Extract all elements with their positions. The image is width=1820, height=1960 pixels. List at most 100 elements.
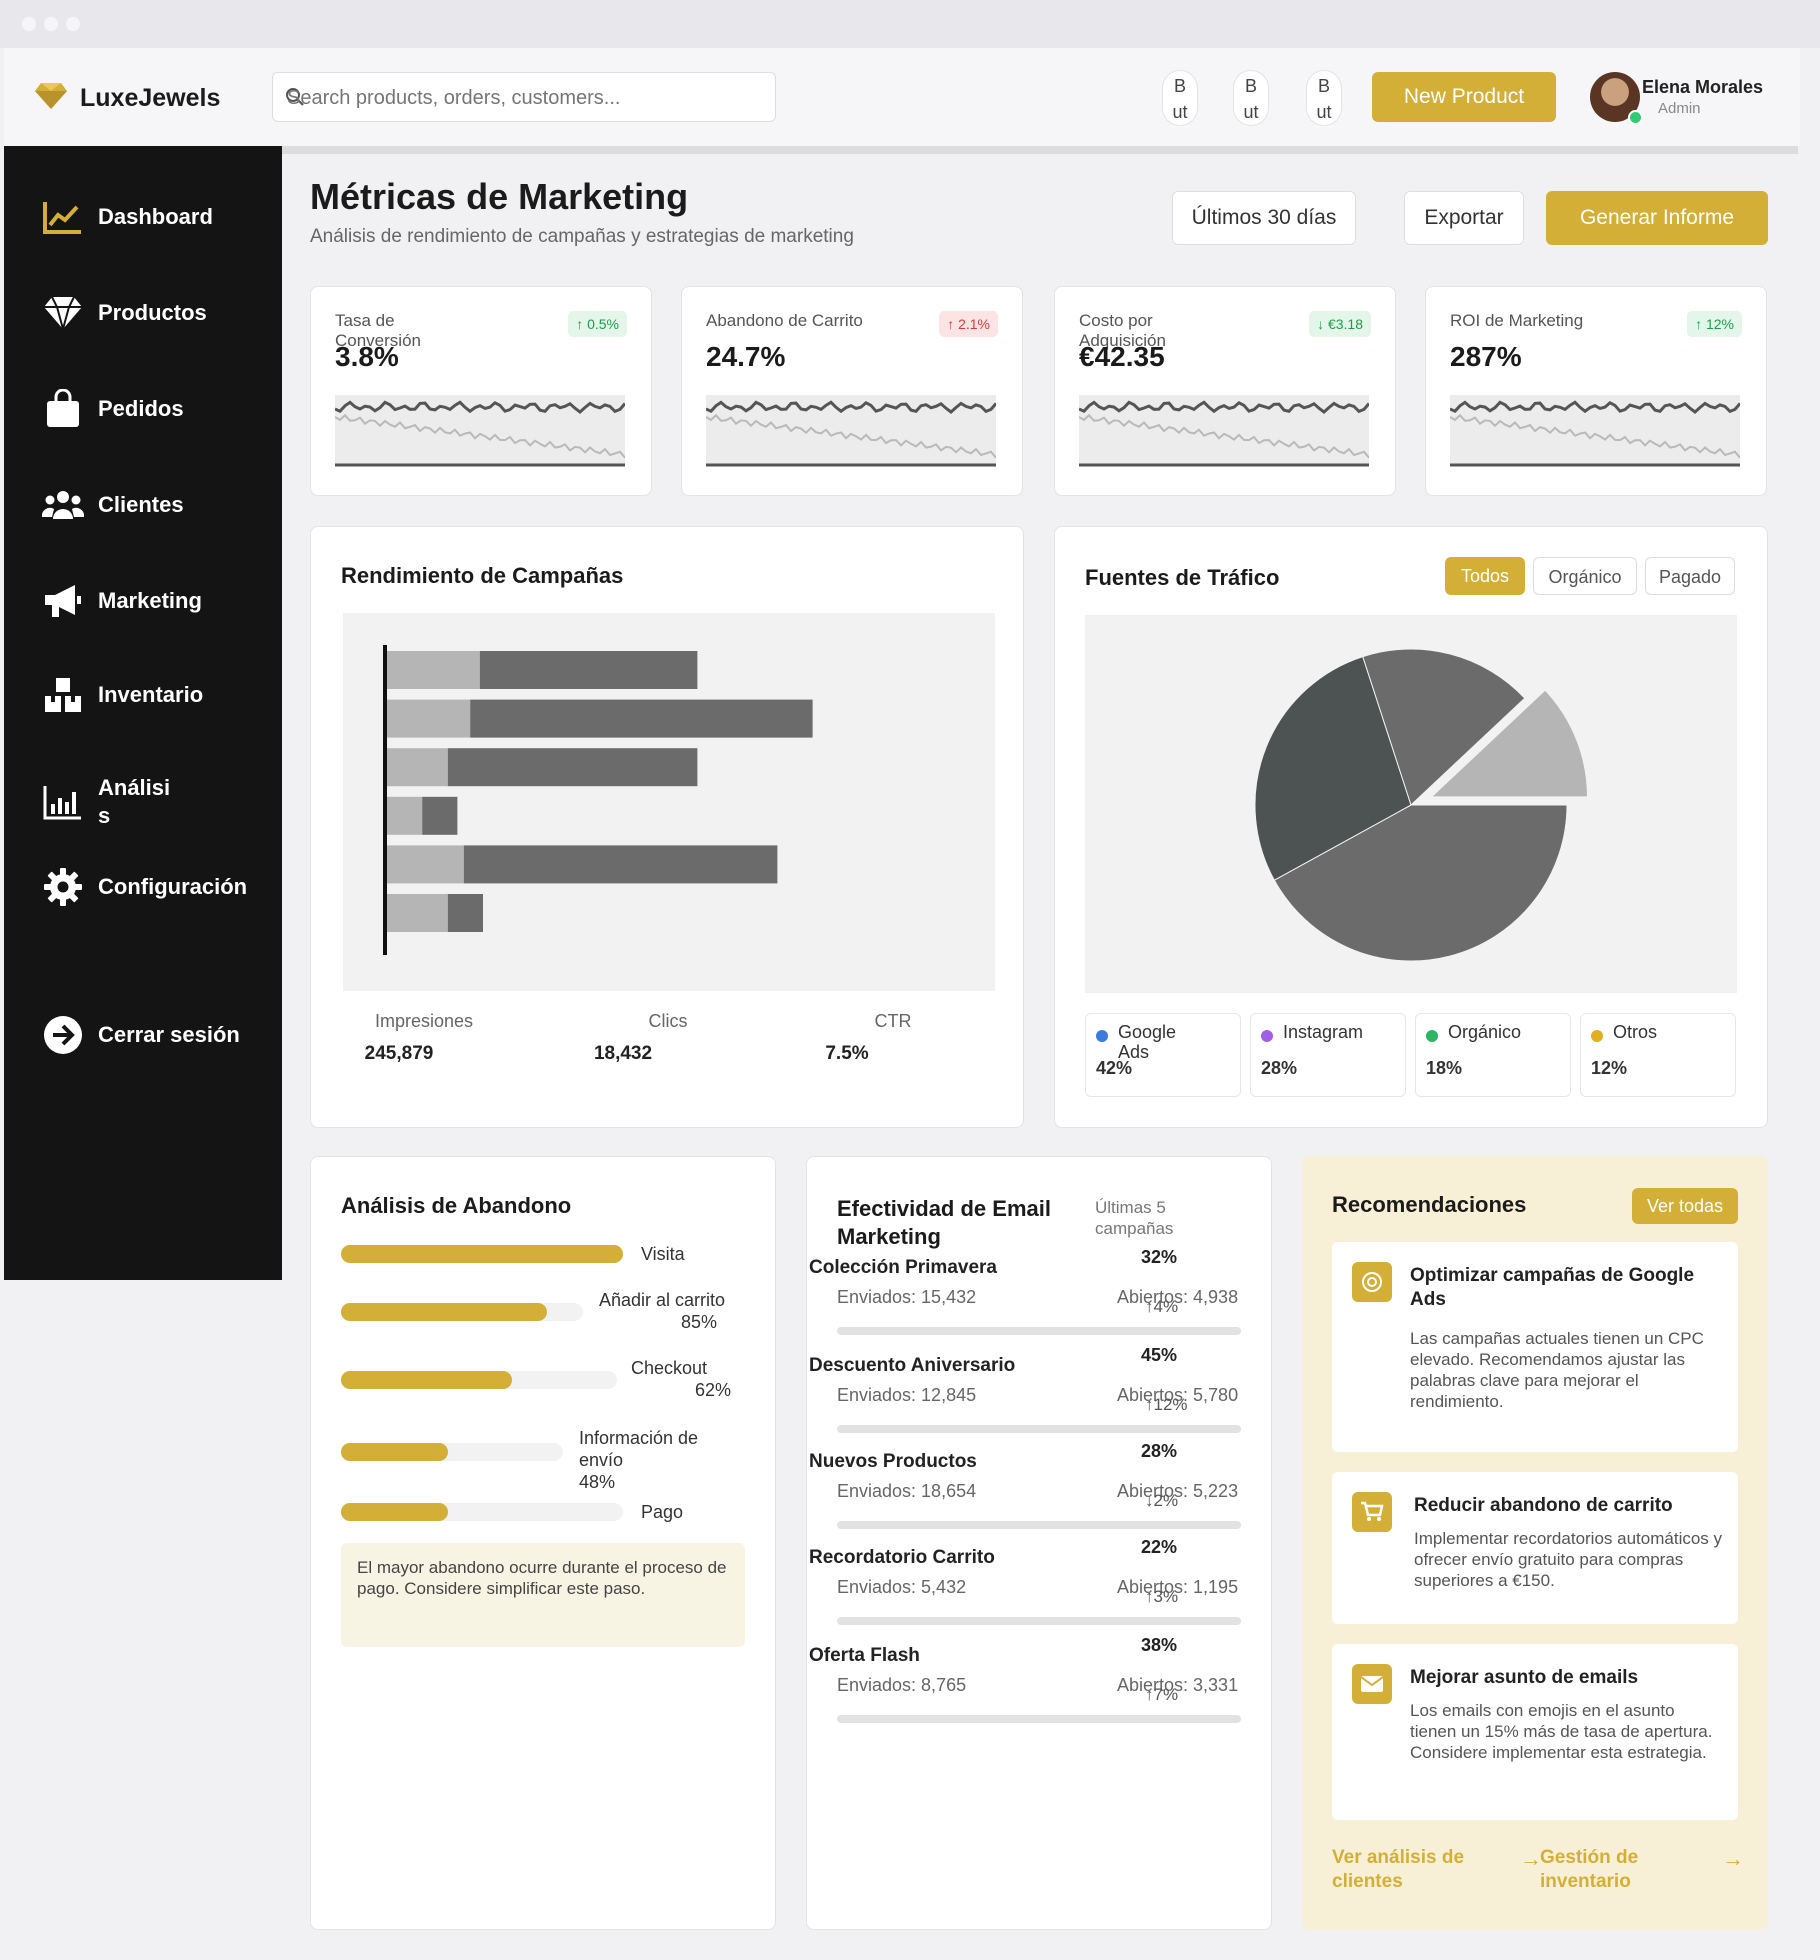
- legend-dot: [1426, 1030, 1438, 1042]
- legend-name: Instagram: [1283, 1022, 1364, 1042]
- search-box[interactable]: [272, 72, 776, 123]
- recommendation-card[interactable]: Mejorar asunto de emails Los emails con …: [1332, 1644, 1738, 1820]
- avatar[interactable]: [1590, 72, 1643, 125]
- pie-slice-otros[interactable]: [1430, 689, 1588, 798]
- email-open-rate: 45%: [1141, 1345, 1178, 1365]
- email-progress-bar: [837, 1617, 1241, 1625]
- bar-segment-light: [387, 699, 471, 738]
- email-sent-count: Enviados: 12,845: [837, 1385, 977, 1405]
- sidebar-item-label: Pedidos: [98, 396, 184, 421]
- sidebar-item-pedidos[interactable]: Pedidos: [42, 388, 184, 430]
- kpi-label: Costo por Adquisición: [1079, 311, 1166, 350]
- funnel-value: 48%: [579, 1472, 616, 1492]
- email-delta: ↑12%: [1145, 1395, 1188, 1414]
- window-maximize-dot[interactable]: [66, 17, 80, 31]
- arrow-right-icon[interactable]: →: [1520, 1846, 1542, 1871]
- filter-chip-pagado[interactable]: Pagado: [1645, 557, 1735, 595]
- status-badge: ↑ 0.5%: [568, 311, 627, 337]
- email-opened-count: Abiertos: 5,780: [1117, 1385, 1239, 1405]
- funnel-label: Información de envío: [579, 1428, 699, 1470]
- card-title: Rendimiento de Campañas: [341, 563, 624, 588]
- mini-button-3[interactable]: B ut: [1306, 70, 1342, 126]
- status-badge: ↑ 12%: [1687, 311, 1742, 337]
- pie-slice-instagram[interactable]: [1254, 656, 1412, 881]
- bar-segment-light: [387, 894, 448, 932]
- status-badge: ↑ 2.1%: [939, 311, 998, 337]
- recommendation-text: Implementar recordatorios automáticos y …: [1414, 1529, 1723, 1590]
- email-open-rate: 32%: [1141, 1247, 1178, 1267]
- email-delta: ↑4%: [1145, 1297, 1179, 1316]
- traffic-pie-chart: [1085, 615, 1737, 993]
- campaign-performance-card: Rendimiento de Campañas Impresiones 245,…: [310, 526, 1024, 1128]
- kpi-card-cart-abandon: Abandono de Carrito 24.7% ↑ 2.1%: [681, 286, 1023, 496]
- sidebar-item-marketing[interactable]: Marketing: [42, 580, 202, 622]
- recommendation-title: Mejorar asunto de emails: [1410, 1667, 1639, 1688]
- email-sent-count: Enviados: 18,654: [837, 1481, 977, 1501]
- mini-button-1[interactable]: B ut: [1162, 70, 1198, 126]
- window-minimize-dot[interactable]: [44, 17, 58, 31]
- legend-name: Google Ads: [1118, 1022, 1177, 1062]
- link-customer-analysis[interactable]: Ver análisis de clientes: [1332, 1847, 1465, 1892]
- kpi-label: ROI de Marketing: [1450, 311, 1584, 330]
- gear-icon: [42, 866, 84, 908]
- pie-slice-google-ads[interactable]: [1273, 804, 1568, 962]
- legend-item-otros: Otros 12%: [1580, 1013, 1736, 1097]
- sidebar-item-productos[interactable]: Productos: [42, 292, 207, 334]
- funnel-bar-checkout: [341, 1371, 617, 1389]
- new-product-button[interactable]: New Product: [1372, 72, 1556, 122]
- boxes-icon: [42, 674, 84, 716]
- chart-line-icon: [42, 196, 84, 238]
- brand-logo[interactable]: LuxeJewels: [34, 81, 220, 116]
- sidebar-item-configuracion[interactable]: Configuración: [42, 866, 247, 908]
- legend-item-instagram: Instagram 28%: [1250, 1013, 1406, 1097]
- email-progress-bar: [837, 1327, 1241, 1335]
- top-bar: LuxeJewels B ut B ut B ut New Product El…: [4, 48, 1800, 146]
- email-open-rate: 22%: [1141, 1537, 1178, 1557]
- pie-slice-orgánico[interactable]: [1362, 648, 1526, 806]
- mini-button-2[interactable]: B ut: [1233, 70, 1269, 126]
- funnel-bar-visita: [341, 1245, 623, 1263]
- generate-report-button[interactable]: Generar Informe: [1546, 191, 1768, 245]
- sidebar-item-clientes[interactable]: Clientes: [42, 484, 184, 526]
- sparkline-chart: [1079, 395, 1369, 467]
- period-select[interactable]: Últimos 30 días: [1172, 191, 1356, 245]
- link-inventory[interactable]: Gestión de inventario: [1540, 1847, 1639, 1892]
- email-opened-count: Abiertos: 5,223: [1117, 1481, 1239, 1501]
- page-title: Métricas de Marketing: [310, 176, 689, 217]
- brand-name: LuxeJewels: [80, 84, 221, 112]
- sidebar-item-analisis[interactable]: Análisi s: [42, 774, 170, 830]
- email-campaign-name: Descuento Aniversario: [809, 1355, 1016, 1376]
- email-opened-count: Abiertos: 1,195: [1117, 1577, 1239, 1597]
- abandon-analysis-card: Análisis de Abandono Visita Añadir al ca…: [310, 1156, 776, 1930]
- logout-button[interactable]: Cerrar sesión: [42, 1014, 240, 1056]
- recommendation-title: Reducir abandono de carrito: [1414, 1495, 1673, 1516]
- bar-segment-dark: [463, 845, 778, 884]
- target-icon: [1352, 1262, 1392, 1302]
- kpi-card-cpa: Costo por Adquisición €42.35 ↓ €3.18: [1054, 286, 1396, 496]
- view-all-button[interactable]: Ver todas: [1632, 1188, 1738, 1224]
- search-input[interactable]: [285, 73, 769, 123]
- kpi-value: 287%: [1450, 341, 1522, 372]
- recommendation-text: Los emails con emojis en el asunto tiene…: [1410, 1701, 1713, 1762]
- status-badge: ↓ €3.18: [1309, 311, 1371, 337]
- export-button[interactable]: Exportar: [1404, 191, 1524, 245]
- diamond-logo-icon: [34, 81, 68, 116]
- filter-chip-todos[interactable]: Todos: [1445, 557, 1525, 595]
- window-titlebar: [0, 0, 1820, 48]
- bar-chart-icon: [42, 781, 84, 823]
- email-campaign-name: Colección Primavera: [809, 1257, 997, 1278]
- abandon-note: El mayor abandono ocurre durante el proc…: [341, 1543, 745, 1647]
- bar-segment-dark: [479, 651, 698, 689]
- filter-chip-organico[interactable]: Orgánico: [1533, 557, 1637, 595]
- user-name: Elena Morales: [1642, 77, 1764, 97]
- kpi-label: Tasa de Conversión: [335, 311, 421, 350]
- shopping-bag-icon: [42, 388, 84, 430]
- recommendation-card[interactable]: Reducir abandono de carrito Implementar …: [1332, 1472, 1738, 1624]
- recommendation-title: Optimizar campañas de Google Ads: [1410, 1265, 1695, 1310]
- sidebar-item-inventario[interactable]: Inventario: [42, 674, 203, 716]
- email-subtitle: Últimas 5 campañas: [1095, 1198, 1174, 1238]
- arrow-right-icon[interactable]: →: [1722, 1846, 1744, 1871]
- recommendation-card[interactable]: Optimizar campañas de Google Ads Las cam…: [1332, 1242, 1738, 1452]
- sidebar-item-dashboard[interactable]: Dashboard: [42, 196, 213, 238]
- window-close-dot[interactable]: [22, 17, 36, 31]
